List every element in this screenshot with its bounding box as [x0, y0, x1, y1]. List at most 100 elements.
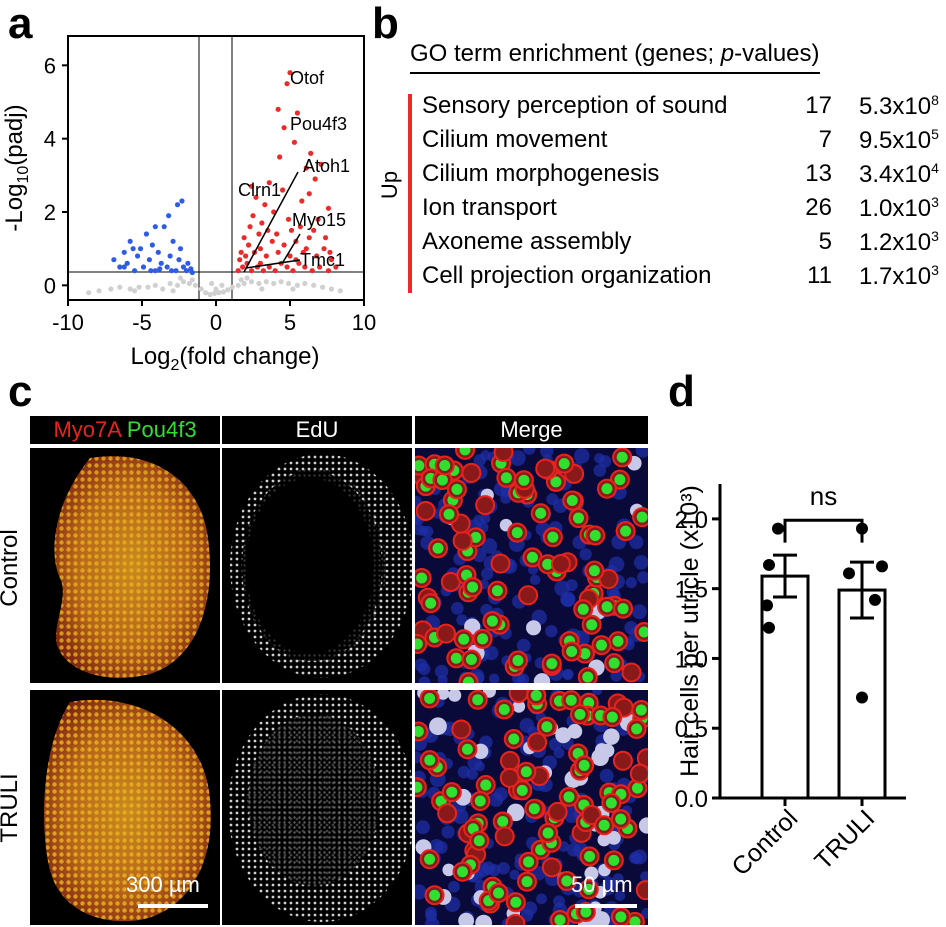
- go-term: Cilium morphogenesis: [422, 160, 660, 187]
- volcano-point: [185, 260, 191, 266]
- volcano-point: [152, 282, 158, 288]
- volcano-point: [312, 176, 318, 182]
- truli-myo7a-pou4f3-image: 300 µm: [30, 690, 220, 925]
- volcano-point: [287, 70, 293, 76]
- control-merge-image: [415, 448, 648, 683]
- gene-label-tmc1: Tmc1: [300, 250, 345, 270]
- volcano-point: [328, 257, 335, 263]
- data-point: [869, 593, 881, 606]
- volcano-point: [192, 282, 198, 288]
- y-tick-label: 2: [44, 200, 56, 225]
- volcano-point: [311, 227, 317, 233]
- header-edu: EdU: [222, 416, 412, 444]
- volcano-point: [285, 280, 292, 287]
- volcano-point: [235, 268, 241, 274]
- volcano-point: [179, 198, 185, 204]
- volcano-point: [290, 268, 296, 274]
- y-tick-label: 0.0: [675, 786, 708, 813]
- y-tick-label: 0: [44, 273, 56, 298]
- header-merge: Merge: [415, 416, 648, 444]
- volcano-point: [176, 257, 182, 263]
- volcano-point: [317, 264, 323, 270]
- utricle-whole-mount: [54, 456, 210, 678]
- volcano-point: [274, 231, 280, 237]
- gene-count: 5: [818, 228, 832, 255]
- volcano-point: [237, 257, 243, 263]
- control-edu-image: [222, 448, 412, 683]
- volcano-point: [302, 280, 308, 287]
- volcano-point: [229, 284, 235, 290]
- volcano-point: [277, 154, 283, 160]
- gene-label-pou4f3: Pou4f3: [290, 114, 347, 134]
- volcano-point: [287, 253, 293, 259]
- y-tick-label: 6: [44, 53, 56, 78]
- volcano-point: [248, 268, 255, 274]
- volcano-point: [240, 264, 246, 270]
- volcano-point: [124, 260, 130, 266]
- volcano-point: [281, 242, 287, 248]
- gene-count: 7: [818, 126, 832, 153]
- volcano-point: [167, 280, 173, 287]
- volcano-point: [169, 268, 175, 274]
- go-term: Sensory perception of sound: [422, 92, 728, 119]
- volcano-point: [140, 264, 147, 270]
- volcano-point: [259, 220, 265, 226]
- volcano-point: [96, 288, 102, 294]
- volcano-point: [180, 264, 187, 270]
- volcano-point: [314, 253, 320, 259]
- volcano-point: [263, 279, 269, 285]
- volcano-point: [161, 224, 167, 230]
- volcano-point: [146, 257, 152, 263]
- leader-line-tmc1: [245, 259, 301, 269]
- volcano-point: [302, 264, 308, 270]
- x-tick-label: 10: [352, 310, 376, 335]
- significance-label: ns: [810, 481, 837, 511]
- volcano-point: [158, 260, 164, 266]
- volcano-point: [321, 246, 327, 252]
- volcano-point: [186, 280, 192, 287]
- volcano-point: [174, 282, 181, 288]
- volcano-point: [145, 284, 151, 290]
- volcano-point: [311, 282, 317, 288]
- y-axis-title: -Log10(padj): [1, 104, 32, 231]
- volcano-point: [170, 238, 176, 244]
- volcano-point: [170, 288, 176, 294]
- volcano-point: [245, 242, 252, 248]
- volcano-point: [280, 187, 286, 193]
- volcano-point: [303, 165, 309, 171]
- go-term: Cell projection organization: [422, 262, 712, 289]
- scale-bar-300um: [138, 904, 208, 908]
- volcano-point: [262, 202, 268, 208]
- y-tick-label: 0.5: [675, 716, 708, 743]
- go-term: Cilium movement: [422, 126, 608, 153]
- volcano-point: [189, 269, 195, 276]
- data-point: [843, 567, 855, 580]
- control-myo7a-pou4f3-image: [30, 448, 220, 683]
- x-category-label: TRULI: [809, 804, 880, 875]
- volcano-point: [248, 183, 255, 189]
- volcano-point: [269, 238, 275, 244]
- volcano-point: [160, 286, 166, 292]
- p-value: 1.0x103: [859, 194, 939, 222]
- volcano-point: [166, 213, 172, 219]
- scale-label-50um: 50 µm: [571, 872, 633, 897]
- volcano-point: [259, 286, 265, 292]
- volcano-point: [149, 242, 155, 248]
- volcano-point: [189, 277, 195, 283]
- volcano-point: [213, 286, 219, 292]
- volcano-point: [253, 194, 259, 200]
- gene-label-clrn1: Clrn1: [238, 180, 281, 200]
- volcano-point: [306, 191, 312, 197]
- volcano-point: [86, 290, 92, 296]
- volcano-point: [198, 286, 204, 292]
- volcano-point: [173, 268, 179, 274]
- data-point: [876, 560, 888, 573]
- volcano-point: [322, 235, 329, 241]
- volcano-point: [177, 275, 184, 281]
- volcano-point: [315, 216, 321, 222]
- volcano-point: [180, 279, 187, 285]
- volcano-point: [257, 246, 263, 252]
- volcano-point: [266, 180, 272, 186]
- up-bracket-bar: [408, 94, 412, 293]
- volcano-point: [152, 268, 158, 274]
